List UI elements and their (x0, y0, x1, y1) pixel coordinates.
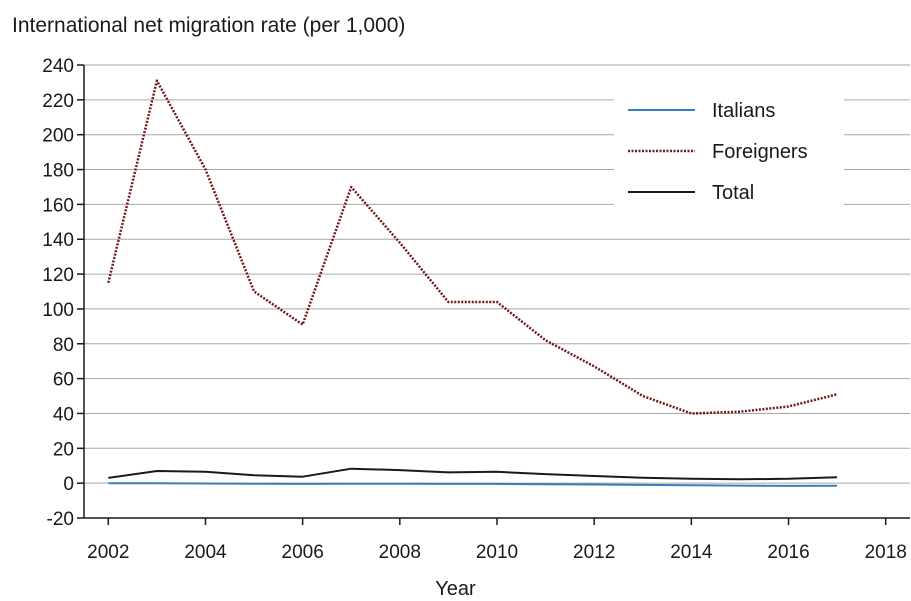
x-tick-label: 2006 (282, 542, 324, 563)
y-tick-label: 60 (53, 370, 74, 391)
y-tick-label: 120 (42, 265, 74, 286)
y-tick-label: 140 (42, 230, 74, 251)
y-tick-label: -20 (47, 509, 74, 530)
series-lines (107, 79, 838, 487)
x-tick-label: 2002 (87, 542, 129, 563)
legend-label-italians: Italians (712, 100, 775, 122)
y-tick-label: 40 (53, 404, 74, 425)
x-tick-label: 2004 (184, 542, 227, 563)
y-axis-title: International net migration rate (per 1,… (12, 14, 406, 37)
y-tick-label: 0 (63, 474, 74, 495)
x-tick-label: 2012 (573, 542, 615, 563)
x-tick-label: 2016 (767, 542, 809, 563)
x-tick-label: 2010 (476, 542, 518, 563)
y-tick-label: 160 (42, 195, 74, 216)
y-tick-label: 100 (42, 300, 74, 321)
y-tick-label: 220 (42, 91, 74, 112)
x-tick-label: 2014 (670, 542, 713, 563)
series-line-total (108, 467, 838, 481)
legend-label-total: Total (712, 182, 754, 204)
series-line-foreigners (107, 79, 838, 415)
legend: Italians Foreigners Total (614, 90, 844, 212)
y-tick-label: 20 (53, 439, 74, 460)
x-tick-labels: 2002 2004 2006 2008 2010 2012 2014 2016 2018 (87, 542, 907, 563)
y-tick-label: 80 (53, 335, 74, 356)
x-axis-title: Year (435, 578, 476, 600)
axes (77, 64, 910, 525)
x-tick-label: 2018 (865, 542, 907, 563)
y-tick-label: 240 (42, 56, 74, 77)
legend-label-foreigners: Foreigners (712, 141, 808, 163)
y-tick-label: 180 (42, 161, 74, 182)
series-line-italians (108, 482, 838, 487)
y-tick-label: 200 (42, 126, 74, 147)
x-tick-label: 2008 (379, 542, 421, 563)
